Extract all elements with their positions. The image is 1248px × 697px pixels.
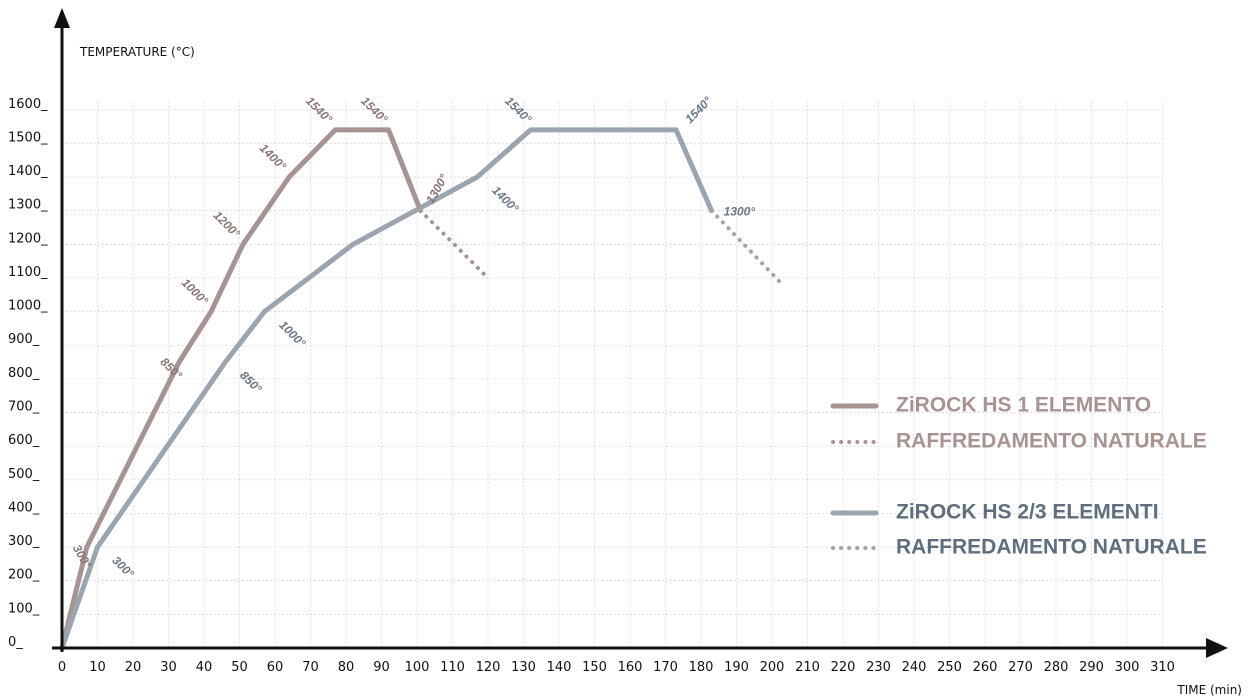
x-tick-label: 210 [795, 660, 820, 675]
x-tick-label: 160 [618, 660, 643, 675]
axes: TEMPERATURE (°C) TIME (min) [52, 8, 1242, 697]
y-tick-label: 1200_ [8, 231, 48, 246]
x-tick-label: 180 [689, 660, 714, 675]
x-tick-label: 110 [440, 660, 465, 675]
x-tick-label: 100 [405, 660, 430, 675]
x-tick-label: 90 [373, 660, 390, 675]
point-annotations: 300°850°1000°1200°1400°1540° 1540°1300°30… [70, 94, 756, 581]
series-line-dotted-1 [418, 208, 490, 280]
y-tick-label: 1000_ [8, 299, 48, 314]
y-tick-label: 1600_ [8, 97, 48, 112]
point-annotation: 1000° [276, 318, 308, 350]
x-tick-label: 70 [302, 660, 319, 675]
y-tick-label: 400_ [8, 500, 40, 515]
x-axis-arrow-icon [1206, 638, 1228, 658]
x-tick-label: 30 [160, 660, 177, 675]
series-layer [59, 127, 785, 651]
x-tick-label: 220 [831, 660, 856, 675]
y-tick-label: 1400_ [8, 164, 48, 179]
y-tick-label: 1100_ [8, 265, 48, 280]
y-tick-label: 600_ [8, 433, 40, 448]
x-tick-label: 310 [1150, 660, 1175, 675]
y-tick-label: 0_ [8, 635, 23, 650]
x-tick-label: 10 [89, 660, 106, 675]
legend: ZiROCK HS 1 ELEMENTO RAFFREDAMENTO NATURA… [830, 394, 1207, 559]
x-tick-labels: 0 10 20 30 40 50 60 70 80 90 100 110 120 130 140 150 160… [58, 660, 1175, 675]
x-tick-label: 40 [196, 660, 213, 675]
legend-label: RAFFREDAMENTO NATURALE [896, 430, 1207, 453]
x-tick-label: 240 [902, 660, 927, 675]
point-annotation: 1300° [724, 205, 756, 219]
point-annotation: 850° [237, 368, 265, 396]
legend-label: ZiROCK HS 1 ELEMENTO [896, 394, 1151, 417]
x-tick-label: 60 [267, 660, 284, 675]
x-tick-label: 250 [937, 660, 962, 675]
x-tick-label: 270 [1008, 660, 1033, 675]
x-tick-label: 0 [58, 660, 66, 675]
y-tick-label: 1300_ [8, 198, 48, 213]
x-tick-label: 80 [338, 660, 355, 675]
y-axis-arrow-icon [54, 8, 70, 28]
grid-lines [62, 101, 1163, 648]
x-tick-label: 170 [653, 660, 678, 675]
x-tick-label: 300 [1115, 660, 1140, 675]
y-tick-label: 900_ [8, 332, 40, 347]
y-tick-label: 300_ [8, 534, 40, 549]
x-tick-label: 50 [231, 660, 248, 675]
x-tick-label: 20 [125, 660, 142, 675]
y-tick-label: 200_ [8, 568, 40, 583]
x-tick-label: 230 [866, 660, 891, 675]
x-tick-label: 140 [547, 660, 572, 675]
y-tick-label: 500_ [8, 467, 40, 482]
x-tick-label: 120 [476, 660, 501, 675]
x-tick-label: 260 [973, 660, 998, 675]
y-tick-label: 1500_ [8, 130, 48, 145]
x-tick-label: 200 [760, 660, 785, 675]
point-annotation: 1400° [257, 141, 289, 173]
x-tick-label: 280 [1044, 660, 1069, 675]
y-tick-label: 700_ [8, 400, 40, 415]
legend-label: ZiROCK HS 2/3 ELEMENTI [896, 501, 1159, 524]
series-line-2 [59, 127, 715, 651]
x-tick-label: 190 [724, 660, 749, 675]
x-tick-label: 130 [511, 660, 536, 675]
y-tick-label: 800_ [8, 366, 40, 381]
y-tick-labels: 0_ 100_ 200_ 300_ 400_ 500_ 600_ 700_ 800_ 900_ 10… [8, 97, 48, 650]
y-tick-label: 100_ [8, 601, 40, 616]
series-line-dotted-3 [709, 208, 785, 287]
series-line-0 [59, 127, 423, 651]
x-tick-label: 290 [1079, 660, 1104, 675]
point-annotation: 1200° [211, 208, 243, 240]
point-annotation: 1000° [179, 276, 211, 308]
legend-label: RAFFREDAMENTO NATURALE [896, 536, 1207, 559]
x-axis-title: TIME (min) [1176, 683, 1242, 697]
x-tick-label: 150 [582, 660, 607, 675]
y-axis-title: TEMPERATURE (°C) [79, 45, 195, 59]
point-annotation: 300° [109, 553, 137, 581]
